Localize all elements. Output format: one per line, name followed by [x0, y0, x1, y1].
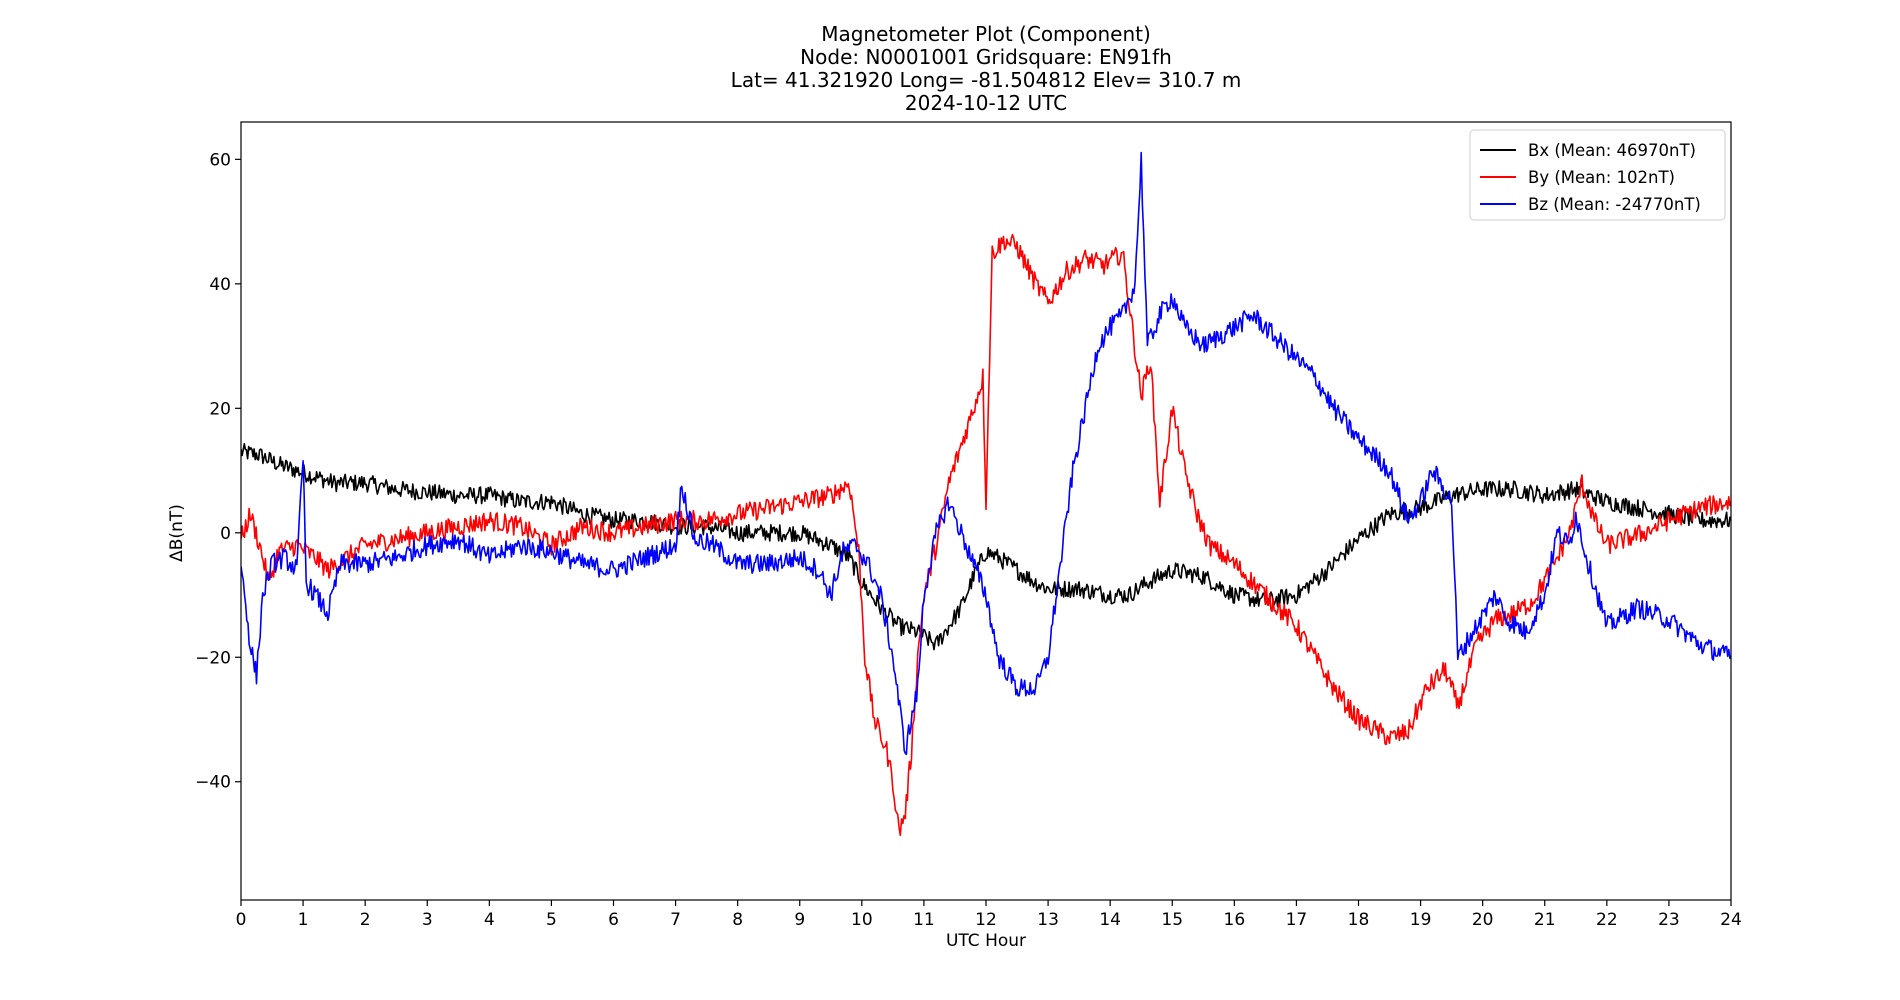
x-tick-label: 18: [1348, 910, 1370, 930]
series-line-by: [241, 233, 1731, 836]
x-tick-label: 12: [975, 910, 997, 930]
x-tick-label: 6: [608, 910, 619, 930]
x-axis-label: UTC Hour: [946, 931, 1026, 951]
x-tick-label: 0: [236, 910, 247, 930]
series-layer: [241, 151, 1731, 836]
legend-box: [1469, 129, 1726, 221]
subtitle-date: 2024-10-12 UTC: [905, 91, 1067, 115]
y-tick-label: 20: [209, 399, 231, 419]
x-tick-label: 7: [670, 910, 681, 930]
x-tick-label: 11: [913, 910, 935, 930]
x-tick-label: 4: [484, 910, 495, 930]
x-tick-label: 13: [1037, 910, 1059, 930]
x-tick-label: 1: [298, 910, 309, 930]
x-tick-label: 16: [1224, 910, 1246, 930]
series-line-bz: [241, 151, 1731, 756]
x-tick-label: 9: [794, 910, 805, 930]
chart-title: Magnetometer Plot (Component): [821, 22, 1151, 46]
x-tick-label: 21: [1534, 910, 1556, 930]
x-tick-label: 3: [422, 910, 433, 930]
x-tick-label: 10: [851, 910, 873, 930]
legend-entry: Bz (Mean: -24770nT): [1528, 195, 1701, 214]
series-line-bx: [241, 443, 1731, 651]
plot-frame: [240, 121, 1732, 901]
y-tick-label: −20: [195, 648, 231, 668]
x-tick-label: 2: [360, 910, 371, 930]
legend-entry: By (Mean: 102nT): [1528, 168, 1675, 187]
x-tick-label: 17: [1286, 910, 1308, 930]
x-tick-label: 8: [732, 910, 743, 930]
subtitle-node: Node: N0001001 Gridsquare: EN91fh: [800, 45, 1172, 69]
title-block: Magnetometer Plot (Component) Node: N000…: [731, 22, 1242, 115]
x-tick-label: 24: [1720, 910, 1742, 930]
x-tick-label: 15: [1161, 910, 1183, 930]
subtitle-location: Lat= 41.321920 Long= -81.504812 Elev= 31…: [731, 68, 1242, 92]
x-tick-label: 22: [1596, 910, 1618, 930]
legend-entry: Bx (Mean: 46970nT): [1528, 141, 1696, 160]
x-tick-label: 14: [1099, 910, 1121, 930]
x-tick-label: 20: [1472, 910, 1494, 930]
x-tick-label: 5: [546, 910, 557, 930]
y-axis-label: ΔB(nT): [167, 504, 187, 562]
y-tick-label: −40: [195, 773, 231, 793]
x-tick-label: 19: [1410, 910, 1432, 930]
y-tick-label: 60: [209, 150, 231, 170]
axes-layer: 0 1 2 3 4 5 6 7 8 9 10 11 12 13 14 15 16 17 18 19 20 21 22 23 24…: [195, 121, 1742, 930]
y-tick-label: 40: [209, 275, 231, 295]
y-tick-label: 0: [220, 524, 231, 544]
legend: Bx (Mean: 46970nT) By (Mean: 102nT) Bz (Me…: [1469, 129, 1726, 221]
x-tick-label: 23: [1658, 910, 1680, 930]
